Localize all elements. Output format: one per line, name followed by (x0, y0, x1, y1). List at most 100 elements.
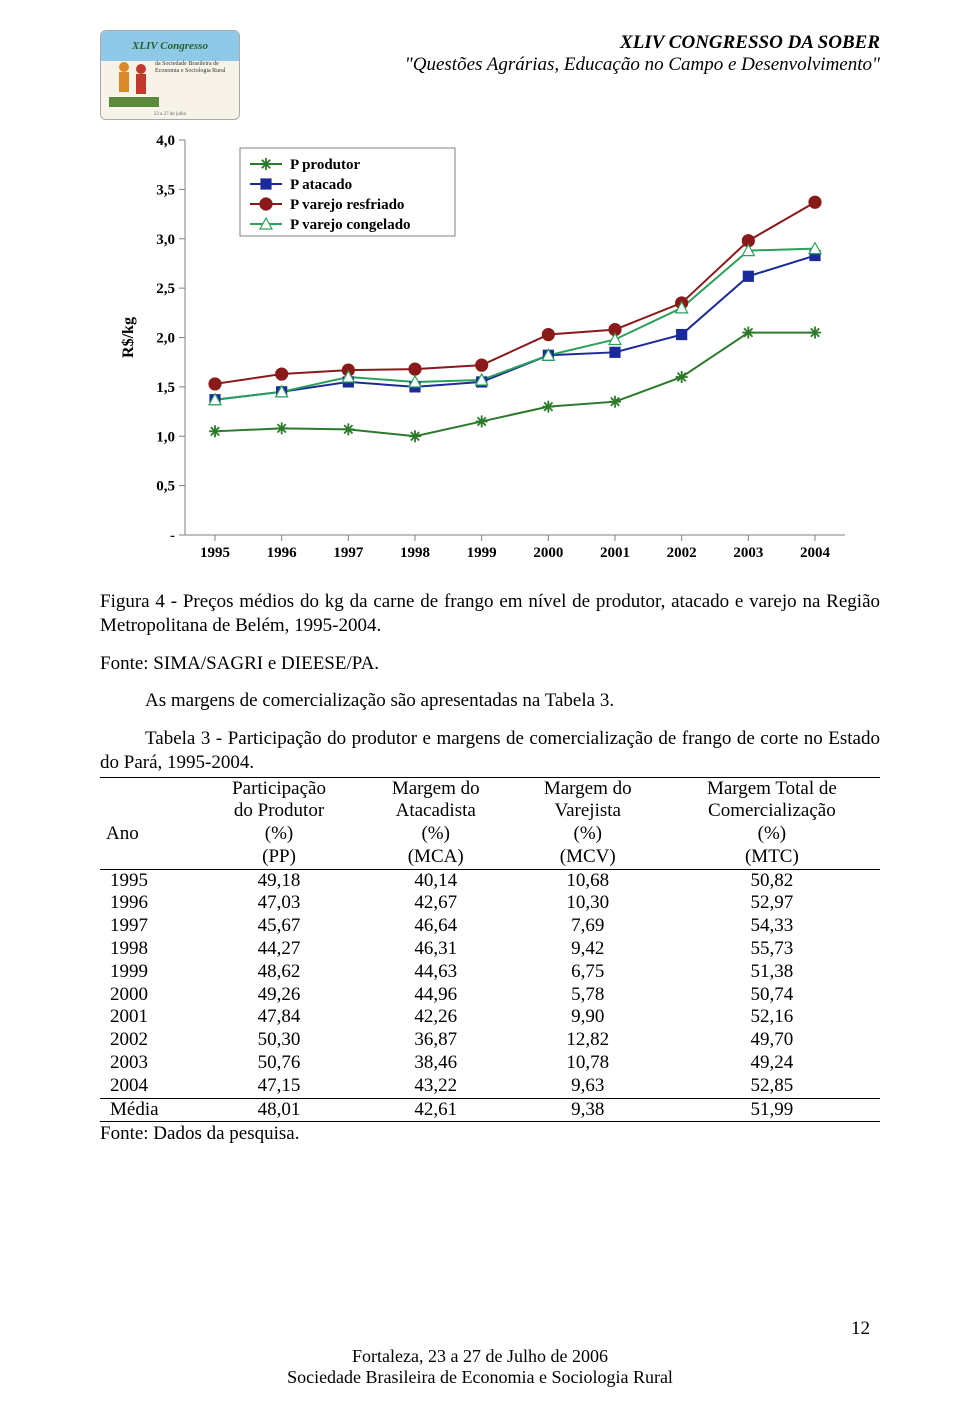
svg-text:P produtor: P produtor (290, 157, 360, 173)
table-cell: 10,68 (512, 869, 664, 892)
table-row: 199647,0342,6710,3052,97 (100, 892, 880, 915)
table-cell: 1998 (100, 938, 198, 961)
table-row: 200447,1543,229,6352,85 (100, 1075, 880, 1098)
table-col-2: Margem doAtacadista(%)(MCA) (360, 777, 512, 869)
intro-paragraph: As margens de comercialização são aprese… (100, 689, 880, 713)
svg-text:1,0: 1,0 (156, 429, 175, 445)
table-cell: 50,82 (664, 869, 880, 892)
footer-line2: Sociedade Brasileira de Economia e Socio… (0, 1367, 960, 1388)
header-line1: XLIV CONGRESSO DA SOBER (240, 32, 880, 54)
table-cell: 47,03 (198, 892, 359, 915)
table-cell: 6,75 (512, 961, 664, 984)
svg-text:1997: 1997 (333, 545, 364, 561)
margins-table: Ano Participaçãodo Produtor(%)(PP)Margem… (100, 777, 880, 1123)
svg-text:3,0: 3,0 (156, 232, 175, 248)
svg-text:-: - (170, 528, 175, 544)
table-cell: 2001 (100, 1006, 198, 1029)
logo-footer: 23 a 27 de julho (101, 112, 239, 117)
table-cell: 2004 (100, 1075, 198, 1098)
svg-text:P varejo congelado: P varejo congelado (290, 217, 411, 233)
table-cell: 9,90 (512, 1006, 664, 1029)
table-col-0: Ano (100, 777, 198, 869)
table-cell: 1997 (100, 915, 198, 938)
table-col-3: Margem doVarejista(%)(MCV) (512, 777, 664, 869)
table-cell: 36,87 (360, 1029, 512, 1052)
table-cell: 1995 (100, 869, 198, 892)
table-col-1: Participaçãodo Produtor(%)(PP) (198, 777, 359, 869)
svg-text:2001: 2001 (600, 545, 630, 561)
table-cell: 50,76 (198, 1052, 359, 1075)
table-source: Fonte: Dados da pesquisa. (100, 1122, 880, 1146)
page-footer: Fortaleza, 23 a 27 de Julho de 2006 Soci… (0, 1346, 960, 1388)
table-cell: 42,67 (360, 892, 512, 915)
table-cell: 2003 (100, 1052, 198, 1075)
table-cell: 50,74 (664, 984, 880, 1007)
table-col-4: Margem Total deComercialização(%)(MTC) (664, 777, 880, 869)
table-body: 199549,1840,1410,6850,82199647,0342,6710… (100, 869, 880, 1122)
table-row: 199844,2746,319,4255,73 (100, 938, 880, 961)
table-summary-cell: 42,61 (360, 1098, 512, 1122)
svg-text:1998: 1998 (400, 545, 430, 561)
svg-text:1995: 1995 (200, 545, 230, 561)
header-line2: "Questões Agrárias, Educação no Campo e … (240, 54, 880, 76)
table-summary-row: Média48,0142,619,3851,99 (100, 1098, 880, 1122)
svg-text:2002: 2002 (667, 545, 697, 561)
table-summary-cell: 48,01 (198, 1098, 359, 1122)
table-cell: 10,78 (512, 1052, 664, 1075)
table-cell: 48,62 (198, 961, 359, 984)
svg-text:4,0: 4,0 (156, 133, 175, 149)
figure-caption: Figura 4 - Preços médios do kg da carne … (100, 590, 880, 638)
table-cell: 2002 (100, 1029, 198, 1052)
table-title: Tabela 3 - Participação do produtor e ma… (100, 727, 880, 775)
table-cell: 52,16 (664, 1006, 880, 1029)
page-header: XLIV Congresso da Sociedade Brasileira d… (100, 30, 880, 120)
table-cell: 42,26 (360, 1006, 512, 1029)
table-cell: 5,78 (512, 984, 664, 1007)
table-cell: 47,15 (198, 1075, 359, 1098)
svg-text:R$/kg: R$/kg (120, 317, 137, 358)
table-cell: 47,84 (198, 1006, 359, 1029)
table-row: 200147,8442,269,9052,16 (100, 1006, 880, 1029)
svg-text:2004: 2004 (800, 545, 831, 561)
table-row: 199549,1840,1410,6850,82 (100, 869, 880, 892)
price-chart: -0,51,01,52,02,53,03,54,0199519961997199… (115, 130, 865, 570)
table-cell: 12,82 (512, 1029, 664, 1052)
table-cell: 50,30 (198, 1029, 359, 1052)
table-row: 200049,2644,965,7850,74 (100, 984, 880, 1007)
table-cell: 44,27 (198, 938, 359, 961)
svg-text:0,5: 0,5 (156, 479, 175, 495)
table-row: 200350,7638,4610,7849,24 (100, 1052, 880, 1075)
table-cell: 49,24 (664, 1052, 880, 1075)
table-cell: 10,30 (512, 892, 664, 915)
table-summary-cell: 9,38 (512, 1098, 664, 1122)
congress-logo: XLIV Congresso da Sociedade Brasileira d… (100, 30, 240, 120)
svg-text:3,5: 3,5 (156, 182, 175, 198)
svg-text:1,5: 1,5 (156, 380, 175, 396)
table-cell: 2000 (100, 984, 198, 1007)
table-cell: 52,85 (664, 1075, 880, 1098)
svg-text:2003: 2003 (733, 545, 763, 561)
table-cell: 40,14 (360, 869, 512, 892)
table-cell: 55,73 (664, 938, 880, 961)
table-cell: 38,46 (360, 1052, 512, 1075)
svg-text:2000: 2000 (533, 545, 563, 561)
table-cell: 44,63 (360, 961, 512, 984)
table-cell: 49,70 (664, 1029, 880, 1052)
svg-text:1996: 1996 (267, 545, 298, 561)
table-cell: 1999 (100, 961, 198, 984)
svg-text:1999: 1999 (467, 545, 497, 561)
table-cell: 9,42 (512, 938, 664, 961)
svg-text:P varejo resfriado: P varejo resfriado (290, 197, 404, 213)
table-cell: 46,64 (360, 915, 512, 938)
table-cell: 52,97 (664, 892, 880, 915)
svg-text:P atacado: P atacado (290, 177, 352, 193)
table-summary-cell: Média (100, 1098, 198, 1122)
table-cell: 43,22 (360, 1075, 512, 1098)
logo-illustration-icon (109, 57, 159, 112)
table-cell: 45,67 (198, 915, 359, 938)
table-row: 200250,3036,8712,8249,70 (100, 1029, 880, 1052)
table-row: 199948,6244,636,7551,38 (100, 961, 880, 984)
table-cell: 46,31 (360, 938, 512, 961)
footer-line1: Fortaleza, 23 a 27 de Julho de 2006 (0, 1346, 960, 1367)
chart-svg: -0,51,01,52,02,53,03,54,0199519961997199… (115, 130, 865, 570)
